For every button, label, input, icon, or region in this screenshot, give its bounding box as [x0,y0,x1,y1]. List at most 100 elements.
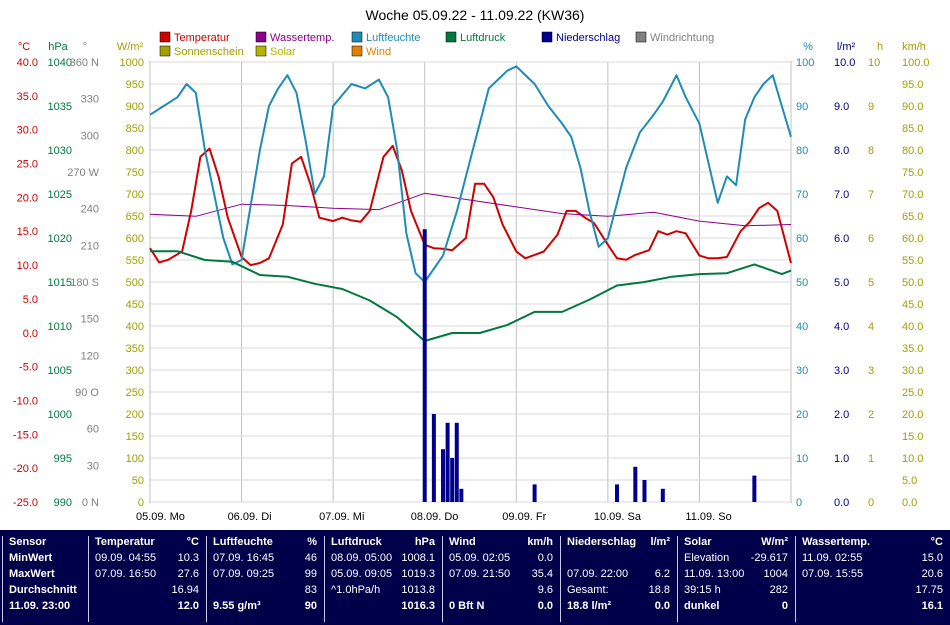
x-axis-labels: 05.09. Mo 06.09. Di 07.09. Mi 08.09. Do 09.0… [136,511,732,523]
axis-tick-temp: 30.0 [17,125,38,137]
legend: Temperatur Wassertemp. Luftfeuchte Luftdruc… [159,31,714,58]
table-header: Solar W/m² [684,536,788,548]
axis-tick-direction: 60 [87,424,99,436]
table-cell-row [567,552,670,568]
axis-tick-solar: 250 [126,387,144,399]
axis-tick-direction: 120 [81,350,99,362]
axis-tick-sunshine: 5 [868,277,874,289]
table-column: Solar W/m² Elevation -29.617 11.09. 13:00 100… [677,536,794,622]
axis-tick-direction: 30 [87,460,99,472]
axis-unit-direction: ° [83,41,87,53]
table-header: Niederschlag l/m² [567,536,670,548]
table-header: Wind km/h [449,536,553,548]
bar-niederschlag [532,484,537,502]
axis-tick-solar: 1000 [120,57,144,69]
x-tick-label: 11.09. So [685,511,731,523]
axis-unit-sunshine: h [877,41,883,53]
axis-unit-humidity: % [803,41,813,53]
legend-swatch [541,31,553,43]
axis-tick-pressure: 995 [54,453,72,465]
axis-tick-humidity: 60 [796,233,808,245]
table-cell-row: 0 Bft N 0.0 [449,600,553,612]
bar-niederschlag [615,484,620,502]
axis-tick-sunshine: 0 [868,497,874,509]
axis-tick-pressure: 1020 [48,233,72,245]
axis-tick-rain: 5.0 [834,277,849,289]
axis-tick-solar: 0 [138,497,144,509]
axes: 40.035.030.025.020.015.010.05.00.0-5.0-1… [13,41,930,509]
axis-unit-wind: km/h [902,41,926,53]
axis-tick-solar: 800 [126,145,144,157]
legend-label: Solar [270,46,296,58]
table-cell-row: Gesamt: 18.8 [567,584,670,596]
bar-niederschlag [633,466,638,502]
x-tick-label: 09.09. Fr [502,511,546,523]
axis-tick-wind: 5.0 [902,475,917,487]
axis-tick-humidity: 50 [796,277,808,289]
table-cell-row: 83 [304,584,317,596]
table-header: Temperatur °C [95,536,199,548]
axis-tick-temp: 40.0 [17,57,38,69]
axis-tick-pressure: 990 [54,497,72,509]
axis-tick-wind: 25.0 [902,387,923,399]
axis-tick-pressure: 1000 [48,409,72,421]
table-cell-row: 07.09. 15:55 20.6 [802,568,943,580]
axis-tick-temp: 25.0 [17,159,38,171]
table-column: Sensor MinWert MaxWert Durchschnitt 11.09. 2… [2,536,87,622]
bar-niederschlag [431,414,436,502]
table-cell-row: 09.09. 04:55 10.3 [95,552,199,564]
axis-tick-wind: 30.0 [902,365,923,377]
table-cell-row: 07.09. 22:00 6.2 [567,568,670,580]
axis-tick-direction: 180 S [70,277,99,289]
table-cell-row: MinWert [9,552,53,564]
axis-tick-wind: 20.0 [902,409,923,421]
axis-tick-rain: 2.0 [834,409,849,421]
axis-tick-rain: 3.0 [834,365,849,377]
legend-swatch [635,31,647,43]
table-header: Luftdruck hPa [331,536,435,548]
axis-tick-rain: 0.0 [834,497,849,509]
axis-tick-pressure: 1040 [48,57,72,69]
legend-swatch [445,31,457,43]
table-cell-row: 07.09. 16:50 27.6 [95,568,199,580]
axis-tick-solar: 900 [126,101,144,113]
axis-tick-rain: 1.0 [834,453,849,465]
x-tick-label: 07.09. Mi [319,511,364,523]
axis-tick-rain: 10.0 [834,57,855,69]
x-tick-label: 08.09. Do [411,511,459,523]
axis-tick-temp: -5.0 [19,362,38,374]
axis-tick-temp: 15.0 [17,226,38,238]
x-tick-label: 05.09. Mo [136,511,185,523]
table-cell-row: 16.1 [921,600,943,612]
legend-label: Temperatur [174,32,230,44]
axis-unit-temp: °C [18,41,30,53]
axis-tick-temp: -20.0 [13,463,38,475]
axis-tick-solar: 50 [132,475,144,487]
axis-tick-temp: -15.0 [13,429,38,441]
axis-tick-rain: 7.0 [834,189,849,201]
axis-tick-wind: 90.0 [902,101,923,113]
axis-tick-sunshine: 1 [868,453,874,465]
axis-tick-humidity: 40 [796,321,808,333]
axis-tick-sunshine: 2 [868,409,874,421]
series-line-temperatur [149,144,792,267]
table-cell-row: 07.09. 21:50 35.4 [449,568,553,580]
series-line-luftdruck [150,250,792,342]
axis-tick-sunshine: 4 [868,321,874,333]
legend-label: Windrichtung [650,32,714,44]
table-column: Temperatur °C 09.09. 04:55 10.3 07.09. 16:50… [88,536,205,622]
legend-label: Luftfeuchte [366,32,420,44]
table-column: Wind km/h 05.09. 02:05 0.0 07.09. 21:50 35.4 9… [442,536,559,622]
table-column: Luftdruck hPa 08.09. 05:00 1008.1 05.09. 09:… [324,536,441,622]
axis-tick-direction: 300 [81,130,99,142]
axis-tick-sunshine: 8 [868,145,874,157]
bar-niederschlag [752,475,757,502]
legend-swatch [159,31,171,43]
axis-tick-solar: 950 [126,79,144,91]
table-cell-row: 08.09. 05:00 1008.1 [331,552,435,564]
axis-tick-solar: 450 [126,299,144,311]
axis-tick-solar: 650 [126,211,144,223]
axis-tick-solar: 100 [126,453,144,465]
legend-label: Wassertemp. [270,32,334,44]
axis-tick-wind: 0.0 [902,497,917,509]
